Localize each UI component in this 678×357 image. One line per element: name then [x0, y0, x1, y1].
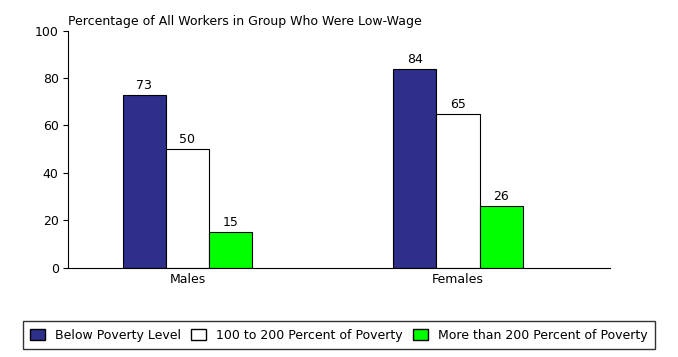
Text: 65: 65	[450, 98, 466, 111]
Bar	[393, 69, 437, 268]
Text: 26: 26	[494, 190, 509, 203]
Text: 15: 15	[223, 216, 239, 229]
Text: 73: 73	[136, 79, 152, 92]
Bar	[437, 114, 480, 268]
Text: 50: 50	[180, 133, 195, 146]
Text: 84: 84	[407, 53, 422, 66]
Bar	[480, 206, 523, 268]
Legend: Below Poverty Level, 100 to 200 Percent of Poverty, More than 200 Percent of Pov: Below Poverty Level, 100 to 200 Percent …	[23, 321, 655, 350]
Text: Percentage of All Workers in Group Who Were Low-Wage: Percentage of All Workers in Group Who W…	[68, 15, 422, 28]
Bar	[209, 232, 252, 268]
Bar	[123, 95, 166, 268]
Bar	[166, 149, 209, 268]
